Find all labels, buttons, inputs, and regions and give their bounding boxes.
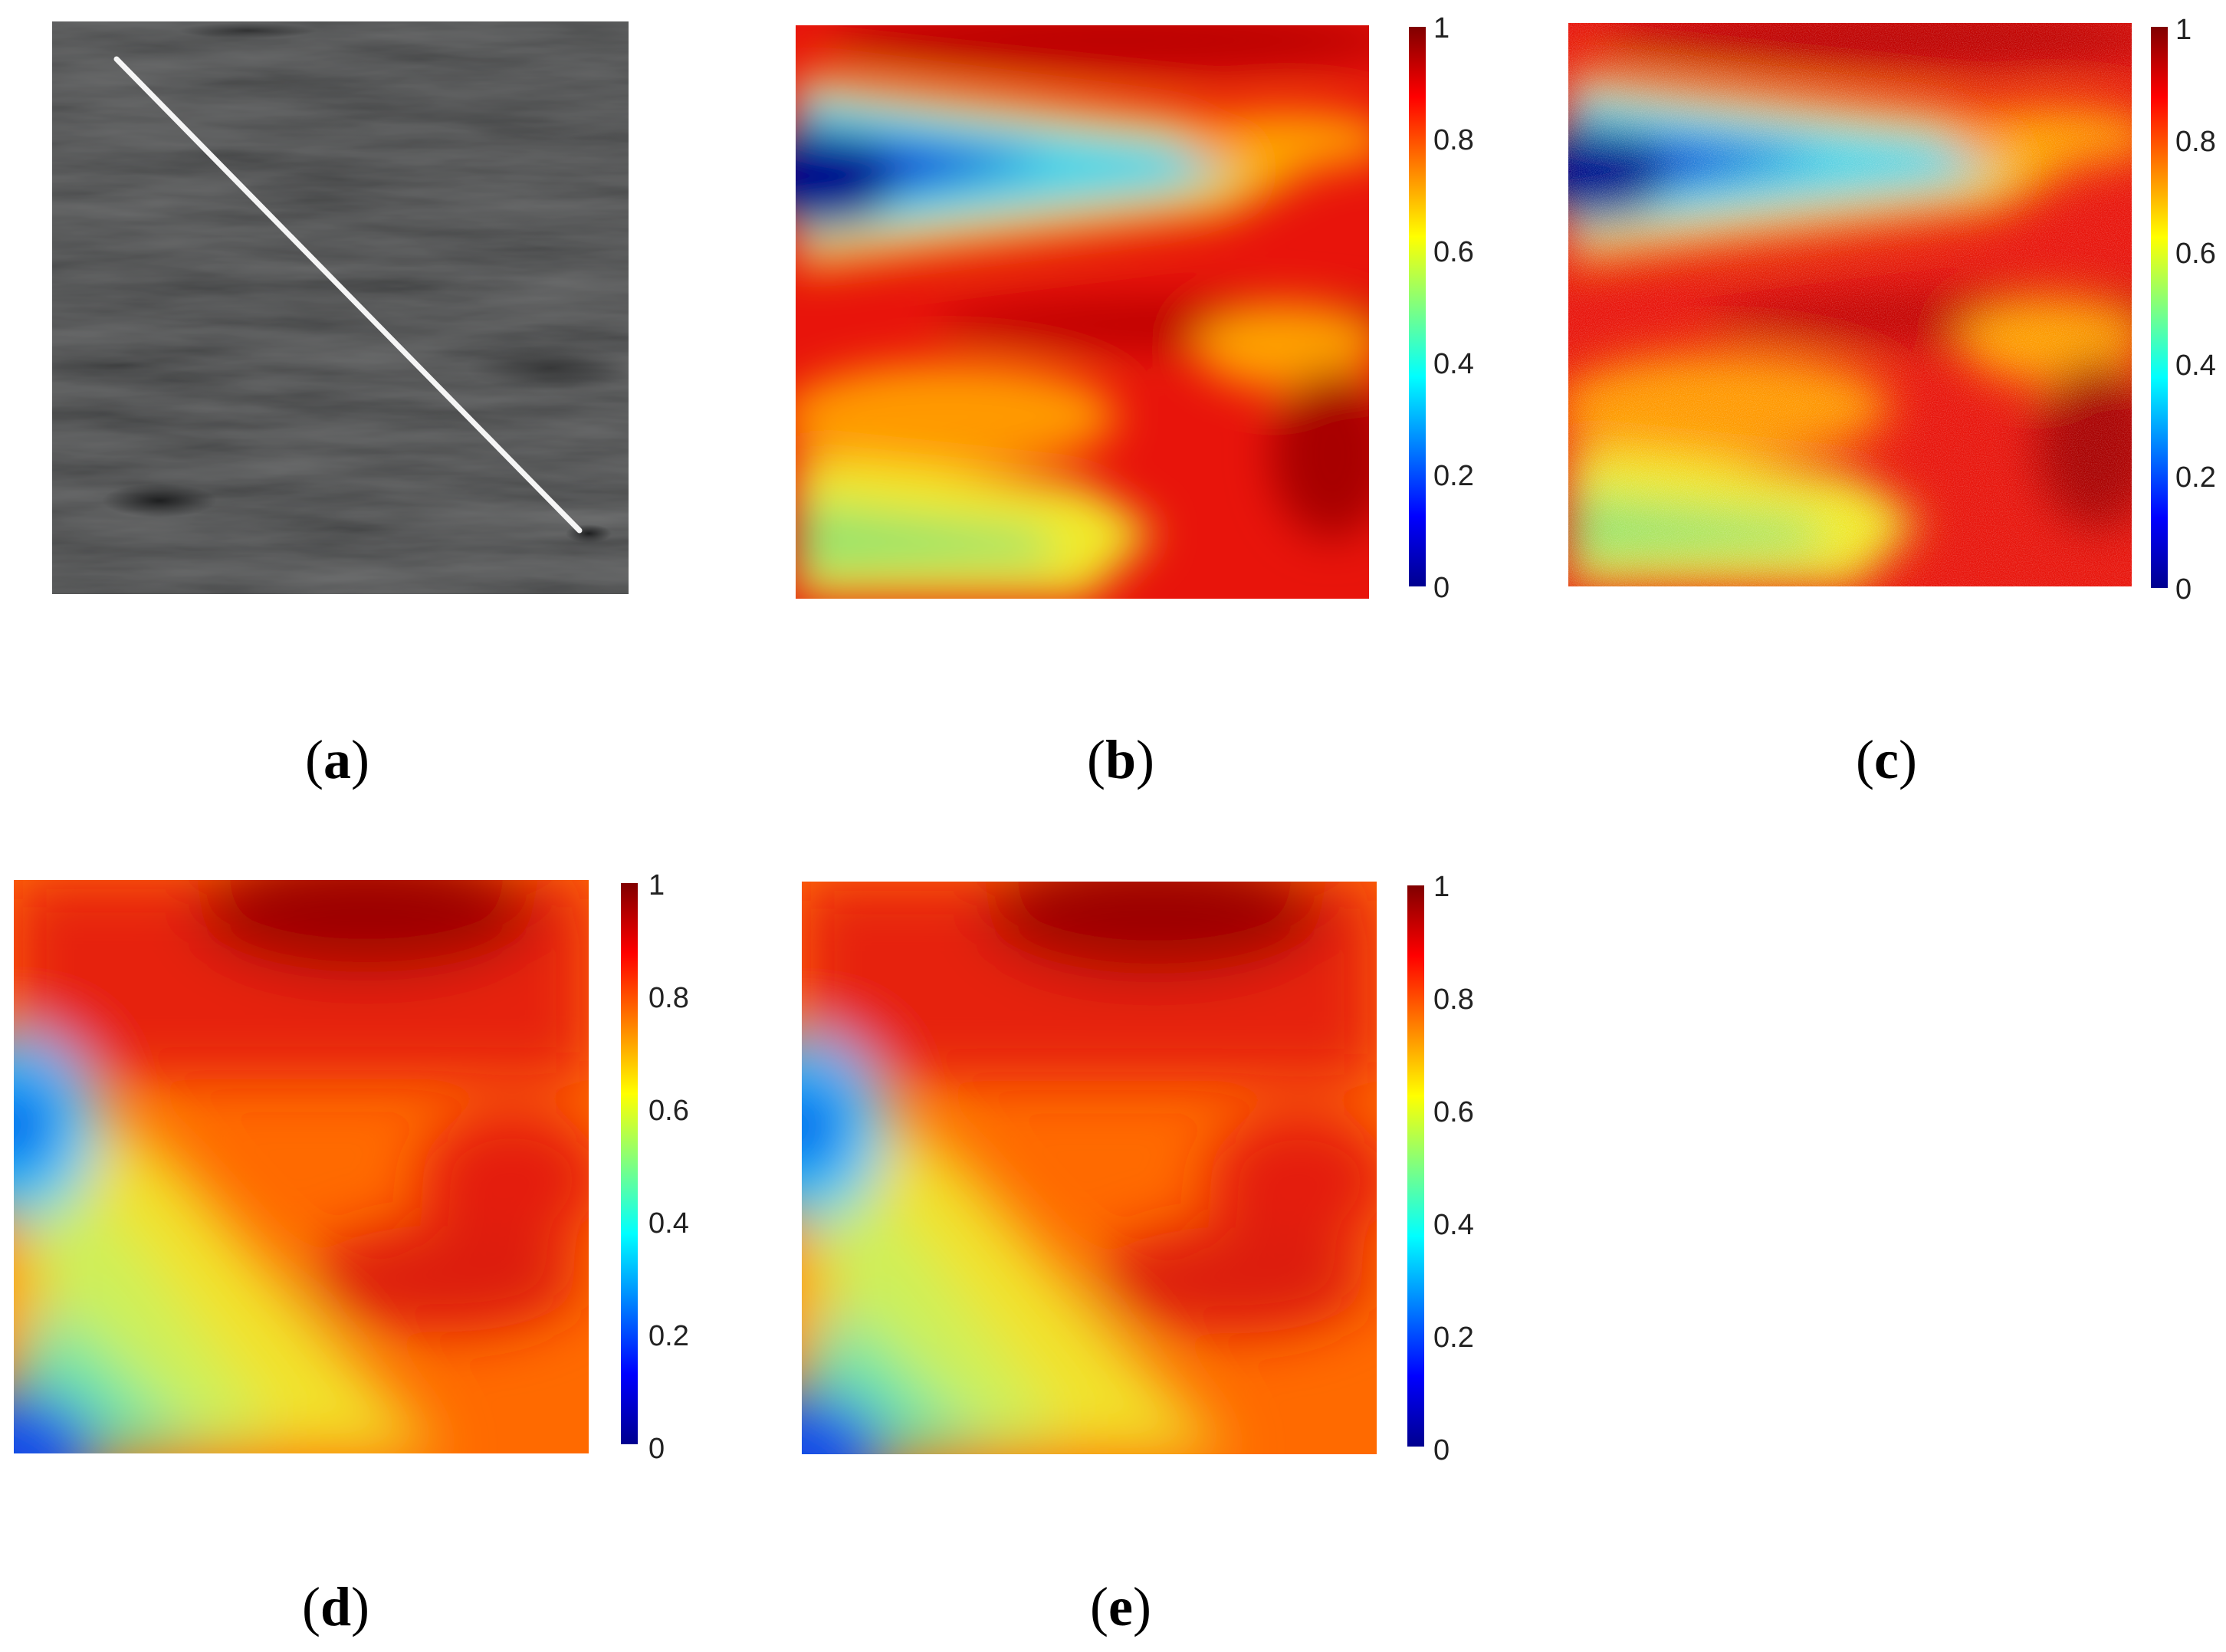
panel-a (52, 21, 629, 594)
colorbar-e-tick-0.4: 0.4 (1433, 1209, 1474, 1241)
colorbar-e-tick-1: 1 (1433, 871, 1450, 903)
heatmap-c (1568, 23, 2132, 586)
colorbar-c-tick-0: 0 (2175, 573, 2192, 606)
colorbar-e-tick-0.8: 0.8 (1433, 984, 1474, 1016)
colorbar-e (1407, 885, 1424, 1447)
colorbar-b-tick-0.4: 0.4 (1433, 348, 1474, 380)
caption-a: (a) (305, 729, 369, 790)
heatmap-e (802, 882, 1377, 1454)
colorbar-e-tick-0.2: 0.2 (1433, 1322, 1474, 1354)
caption-c: (c) (1856, 729, 1917, 790)
colorbar-d-tick-1: 1 (648, 869, 665, 902)
colorbar-b-tick-0.2: 0.2 (1433, 460, 1474, 492)
colorbar-b (1409, 27, 1426, 586)
colorbar-d-tick-0.2: 0.2 (648, 1320, 689, 1352)
heatmap-d (14, 880, 589, 1453)
panel-b (796, 25, 1369, 599)
colorbar-d-tick-0.4: 0.4 (648, 1207, 689, 1240)
caption-d: (d) (301, 1576, 370, 1637)
colorbar-c-tick-0.4: 0.4 (2175, 350, 2216, 382)
colorbar-b-tick-0.6: 0.6 (1433, 236, 1474, 268)
panel-e (802, 882, 1377, 1454)
terrain-image (52, 21, 629, 594)
caption-e: (e) (1090, 1576, 1151, 1637)
colorbar-c-tick-1: 1 (2175, 14, 2192, 46)
caption-b: (b) (1086, 729, 1155, 790)
colorbar-d (621, 883, 638, 1444)
colorbar-b-tick-0.8: 0.8 (1433, 124, 1474, 156)
colorbar-b-tick-0: 0 (1433, 572, 1450, 604)
panel-d (14, 880, 589, 1453)
colorbar-c-tick-0.8: 0.8 (2175, 126, 2216, 158)
colorbar-e-tick-0.6: 0.6 (1433, 1096, 1474, 1128)
colorbar-b-tick-1: 1 (1433, 12, 1450, 44)
colorbar-e-tick-0: 0 (1433, 1434, 1450, 1466)
panel-c (1568, 23, 2132, 586)
colorbar-d-tick-0: 0 (648, 1433, 665, 1465)
colorbar-d-tick-0.6: 0.6 (648, 1095, 689, 1127)
colorbar-c-tick-0.6: 0.6 (2175, 238, 2216, 270)
profile-line (113, 56, 583, 534)
colorbar-c-tick-0.2: 0.2 (2175, 461, 2216, 494)
heatmap-b (796, 25, 1369, 599)
colorbar-d-tick-0.8: 0.8 (648, 982, 689, 1014)
colorbar-c (2151, 27, 2168, 588)
